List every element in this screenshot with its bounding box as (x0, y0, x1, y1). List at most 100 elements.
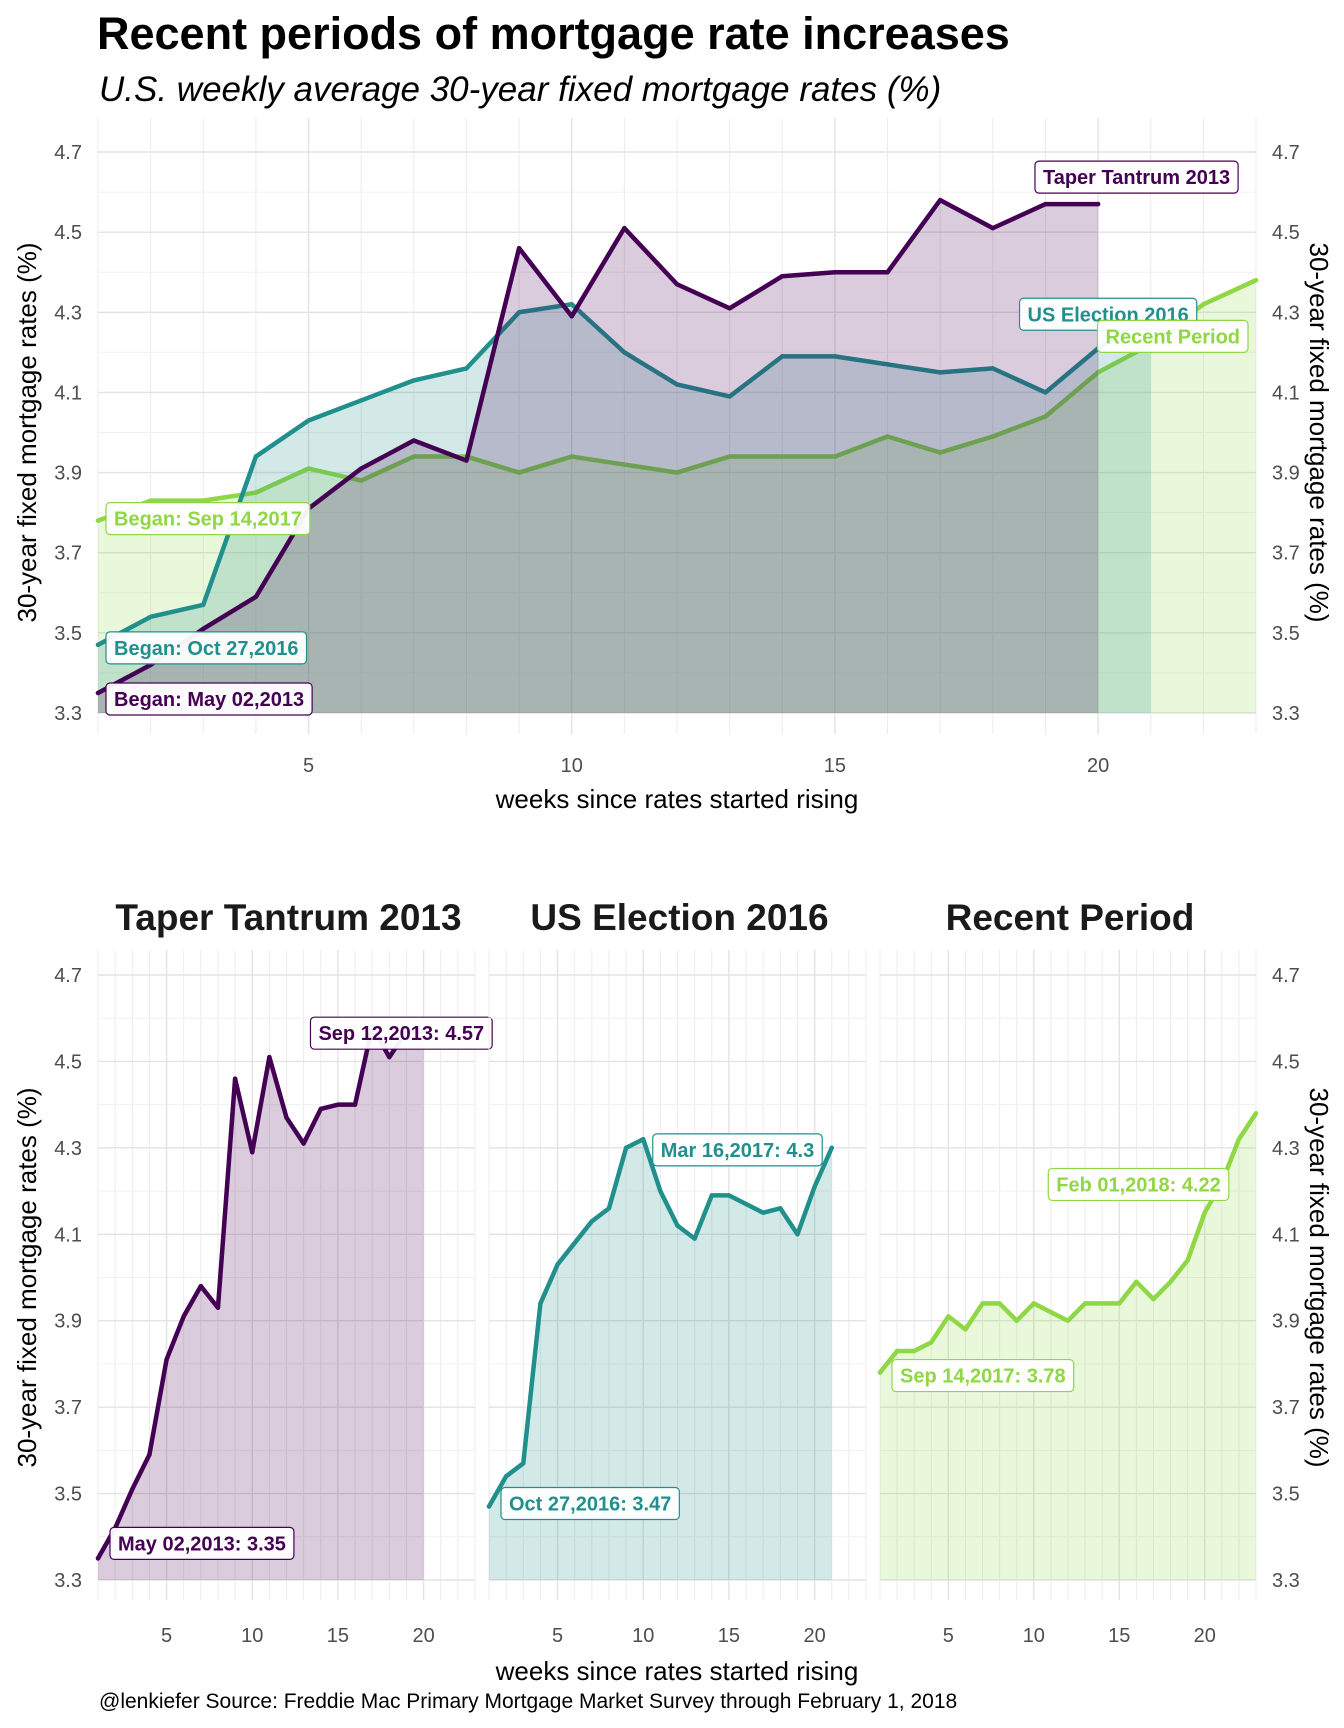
data-point (572, 1240, 577, 1246)
data-point (352, 1102, 358, 1107)
facet-2-series-points (877, 1111, 1259, 1375)
data-point (1043, 201, 1048, 207)
data-point (780, 354, 785, 359)
data-point (963, 1327, 968, 1332)
data-point (623, 1145, 629, 1151)
data-point (148, 498, 153, 503)
data-point (1202, 1210, 1207, 1215)
data-point (726, 1193, 732, 1198)
data-point (201, 602, 206, 608)
y-tick-label-left: 4.1 (54, 382, 82, 404)
facet-0-series-area (98, 1026, 424, 1580)
data-point (130, 1487, 135, 1492)
label-election-start-text: Began: Oct 27,2016 (114, 638, 299, 660)
facet-y-tick-label-right: 4.5 (1272, 1051, 1300, 1073)
y-tick-label-left: 3.9 (54, 463, 82, 485)
y-tick-label-right: 4.5 (1272, 222, 1300, 244)
facet-y-tick-label-right: 3.7 (1272, 1397, 1300, 1419)
data-point (832, 270, 838, 275)
y-tick-label-left: 3.3 (54, 703, 82, 725)
data-point (253, 454, 259, 459)
data-point (486, 1504, 492, 1509)
data-point (95, 1556, 101, 1561)
x-tick-label: 20 (1087, 755, 1109, 777)
data-point (569, 314, 574, 319)
y-axis-title-left: 30-year fixed mortgage rates (%) (12, 242, 42, 622)
data-point (198, 1283, 204, 1289)
data-point (929, 1340, 934, 1345)
facet-x-tick-label: 20 (412, 1625, 434, 1647)
data-point (727, 454, 732, 459)
label-recent-name-text: Recent Period (1106, 326, 1240, 348)
x-tick-label: 10 (561, 755, 583, 777)
facet-x-tick-label: 15 (1108, 1625, 1130, 1647)
data-point (358, 466, 364, 471)
facet-x-tick-label: 20 (1194, 1625, 1216, 1647)
chart-title: Recent periods of mortgage rate increase… (97, 8, 1010, 59)
x-axis-title: weeks since rates started rising (495, 784, 859, 814)
label-taper-name-text: Taper Tantrum 2013 (1043, 167, 1230, 189)
data-point (201, 498, 206, 503)
data-point (727, 306, 732, 311)
data-point (555, 1262, 560, 1267)
facet-y-tick-label-left: 4.1 (54, 1224, 82, 1246)
data-point (301, 1141, 306, 1146)
data-point (894, 1348, 900, 1354)
data-point (675, 1223, 680, 1228)
label-election-start: Began: Oct 27,2016 (105, 631, 308, 665)
data-point (464, 366, 469, 371)
grid (97, 118, 1257, 734)
data-point (622, 462, 627, 467)
data-point (1168, 1279, 1173, 1285)
facet-recent-start-label: Sep 14,2017: 3.78 (891, 1358, 1075, 1393)
data-point (284, 1115, 289, 1120)
facet-election-peak-label-box (652, 1133, 823, 1167)
data-point (1201, 302, 1206, 307)
data-point (885, 270, 890, 275)
facet-taper-peak-label-box (309, 1016, 493, 1050)
data-point (253, 490, 259, 495)
data-point (538, 1301, 543, 1306)
data-point (980, 1301, 985, 1306)
data-point (692, 1236, 697, 1241)
data-point (521, 1461, 526, 1466)
facet-taper-start-label: May 02,2013: 3.35 (109, 1526, 295, 1560)
data-point (1043, 390, 1048, 395)
data-point (147, 1452, 152, 1457)
y-tick-label-right: 3.3 (1272, 703, 1300, 725)
x-tick-label: 15 (824, 755, 846, 777)
data-point (829, 1145, 834, 1151)
data-point (306, 418, 311, 423)
label-recent-name: Recent Period (1096, 319, 1249, 353)
data-point (464, 458, 469, 463)
data-point (503, 1474, 509, 1479)
main-series-0-points (95, 197, 1101, 696)
facet-y-tick-label-left: 3.9 (54, 1311, 82, 1333)
facet-y-axis-title-right: 30-year fixed mortgage rates (%) (1304, 1087, 1334, 1467)
data-point (318, 1106, 323, 1112)
facet-election-start-label-box (500, 1486, 680, 1521)
data-point (1099, 1301, 1105, 1306)
data-point (232, 1076, 238, 1081)
facet-recent-peak-label-text: Feb 01,2018: 4.22 (1056, 1174, 1221, 1196)
data-point (674, 470, 680, 475)
facet-election-start-label-text: Oct 27,2016: 3.47 (509, 1494, 671, 1516)
data-point (990, 434, 996, 439)
data-point (990, 225, 996, 231)
data-point (516, 470, 522, 475)
facet-x-tick-label: 5 (943, 1625, 954, 1647)
data-point (1185, 1258, 1190, 1263)
data-point (181, 1314, 186, 1319)
data-point (516, 310, 522, 315)
main-series-1-area (98, 304, 1151, 713)
data-point (358, 478, 364, 483)
data-point (641, 1137, 646, 1142)
facet-x-tick-label: 15 (327, 1625, 349, 1647)
facet-x-tick-label: 5 (161, 1625, 172, 1647)
facet-y-tick-label-right: 4.1 (1272, 1224, 1300, 1246)
facet-y-tick-label-left: 4.5 (54, 1051, 82, 1073)
data-point (95, 642, 101, 648)
data-point (387, 1054, 392, 1060)
data-point (743, 1201, 749, 1207)
